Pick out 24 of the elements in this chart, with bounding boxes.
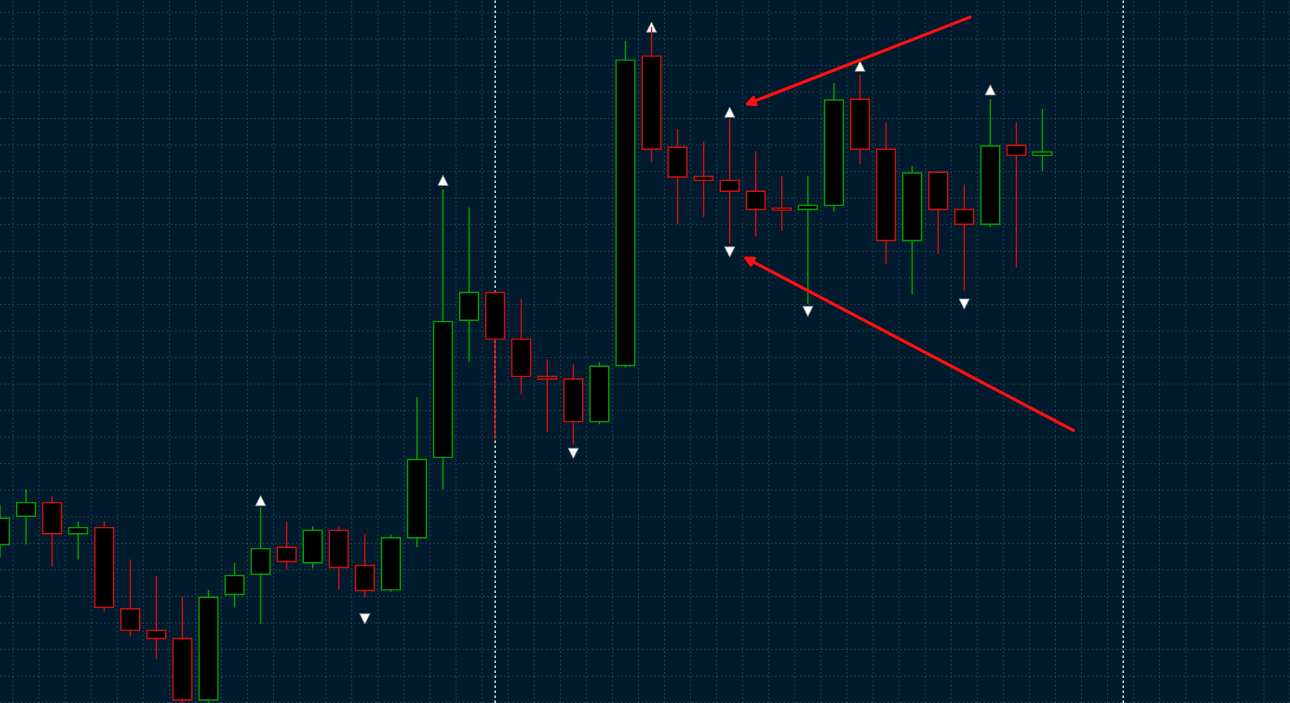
candlestick bbox=[875, 121, 897, 265]
candlestick bbox=[42, 495, 63, 568]
candlestick bbox=[250, 506, 271, 625]
candlestick bbox=[849, 74, 871, 165]
candlestick bbox=[485, 291, 506, 440]
candlestick bbox=[406, 396, 428, 548]
candlestick bbox=[667, 128, 688, 226]
candlestick bbox=[823, 82, 845, 213]
candlestick bbox=[954, 183, 975, 292]
candlestick bbox=[68, 520, 89, 561]
candlestick bbox=[771, 175, 792, 232]
candlestick bbox=[354, 533, 375, 598]
candlestick bbox=[1006, 121, 1027, 269]
candlestick bbox=[432, 188, 454, 490]
candlestick bbox=[146, 575, 167, 661]
candlestick bbox=[459, 206, 480, 363]
candlestick bbox=[797, 175, 818, 305]
candlestick bbox=[693, 141, 714, 218]
candlestick bbox=[15, 488, 37, 546]
candlestick bbox=[719, 118, 740, 245]
candlestick bbox=[745, 150, 766, 238]
candlestick bbox=[928, 171, 949, 255]
candlestick bbox=[511, 298, 532, 396]
candlestick bbox=[902, 165, 923, 296]
